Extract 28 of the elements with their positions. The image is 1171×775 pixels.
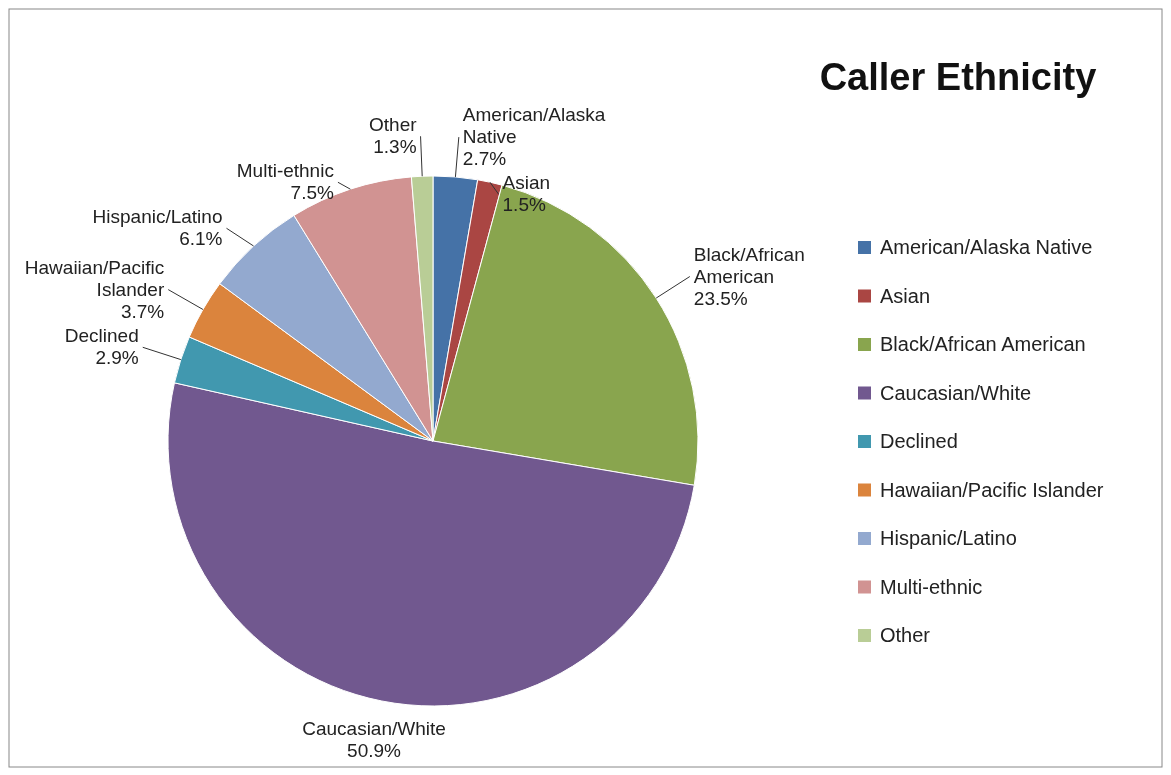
legend-label: Multi-ethnic	[880, 575, 983, 598]
data-label: 6.1%	[179, 228, 223, 250]
slice-label: Hawaiian/Pacific Islander	[24, 256, 165, 300]
data-label: 3.7%	[120, 300, 165, 322]
slice-label: American/Alaska Native	[462, 104, 606, 148]
legend-label: Asian	[880, 284, 931, 307]
slice-label: Declined	[64, 325, 139, 347]
legend-label: Black/African American	[880, 333, 1086, 355]
data-label: 2.7%	[462, 148, 507, 170]
slice-label: Other	[369, 114, 418, 136]
slice-label: Asian	[502, 172, 551, 194]
legend-label: Hispanic/Latino	[880, 527, 1017, 549]
legend-label: American/Alaska Native	[880, 236, 1093, 258]
slice-label: Hispanic/Latino	[92, 206, 223, 228]
slice-label: Caucasian/White	[302, 718, 446, 740]
data-label: 23.5%	[693, 287, 748, 309]
legend-label: Other	[880, 624, 931, 646]
legend-label: Hawaiian/Pacific Islander	[880, 478, 1104, 501]
data-label: 7.5%	[290, 182, 335, 204]
slice-label: Multi-ethnic	[236, 160, 334, 182]
data-label: 2.9%	[95, 347, 139, 369]
data-label: 50.9%	[347, 740, 402, 762]
legend-label: Declined	[880, 430, 958, 452]
chart-title: Caller Ethnicity	[819, 56, 1097, 98]
slice-label: Black/African American	[693, 243, 805, 287]
data-label: 1.3%	[373, 136, 417, 158]
data-label: 1.5%	[502, 194, 546, 216]
legend-label: Caucasian/White	[880, 381, 1032, 404]
